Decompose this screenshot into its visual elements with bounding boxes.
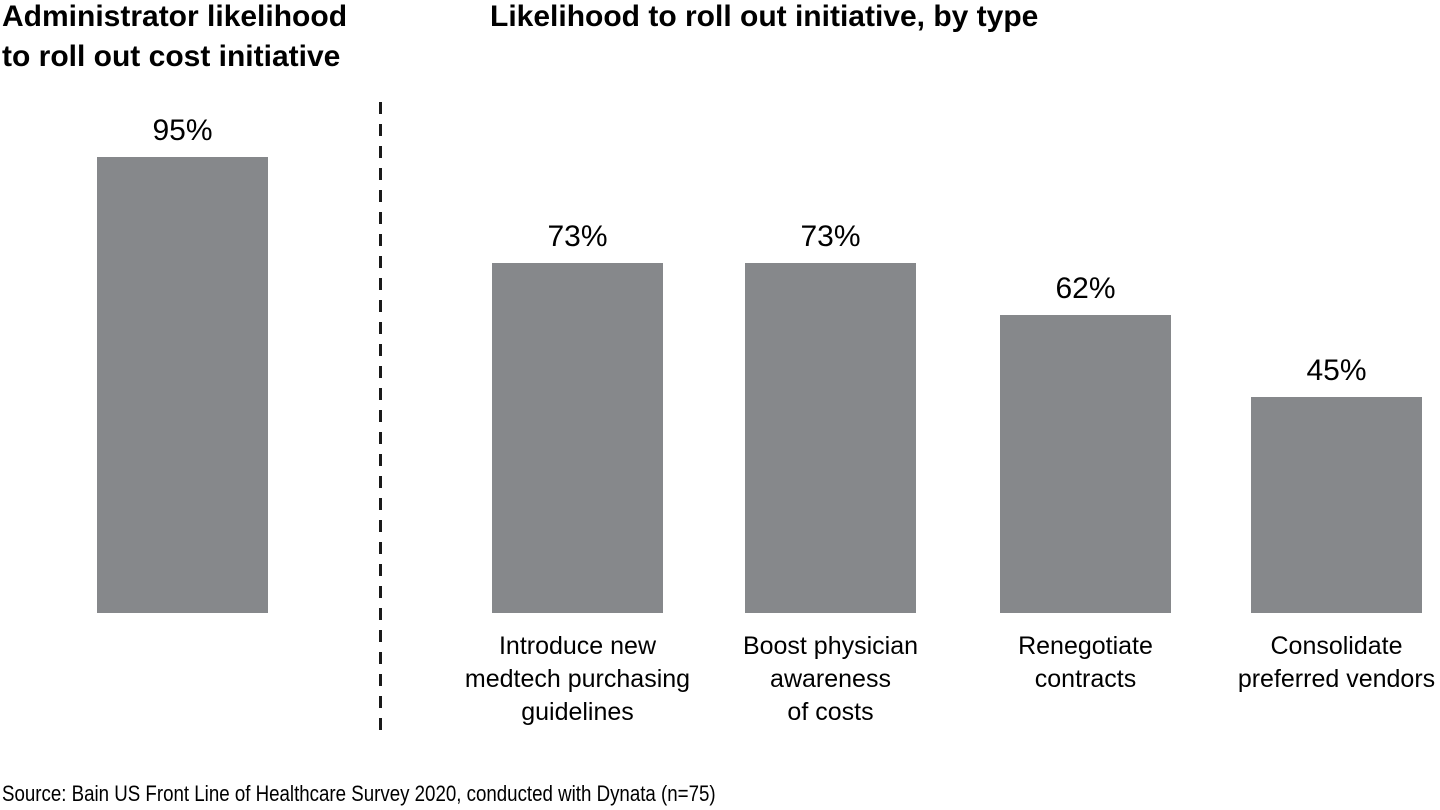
right-panel-title: Likelihood to roll out initiative, by ty… (490, 0, 1039, 33)
bar-value-label: 62% (1055, 272, 1116, 306)
bar-category-label: Introduce new medtech purchasing guideli… (464, 632, 691, 726)
bar (1251, 397, 1422, 613)
bar (745, 262, 916, 613)
bar (97, 157, 268, 613)
bar-value-label: 45% (1306, 354, 1367, 387)
bar-category-label: Renegotiate contracts (1018, 632, 1153, 693)
source-note: Source: Bain US Front Line of Healthcare… (2, 781, 716, 806)
left-panel-title: Administrator likelihood to roll out cos… (2, 0, 348, 73)
bar-value-label: 73% (800, 219, 861, 253)
bar-category-label: Boost physician awareness of costs (742, 632, 919, 726)
bar (492, 262, 663, 613)
bar (1000, 315, 1171, 613)
bar-value-label: 95% (152, 114, 213, 147)
bar-value-label: 73% (547, 219, 608, 253)
dashed-divider-line (379, 102, 382, 732)
bar-category-label: Consolidate preferred vendors (1237, 632, 1436, 693)
